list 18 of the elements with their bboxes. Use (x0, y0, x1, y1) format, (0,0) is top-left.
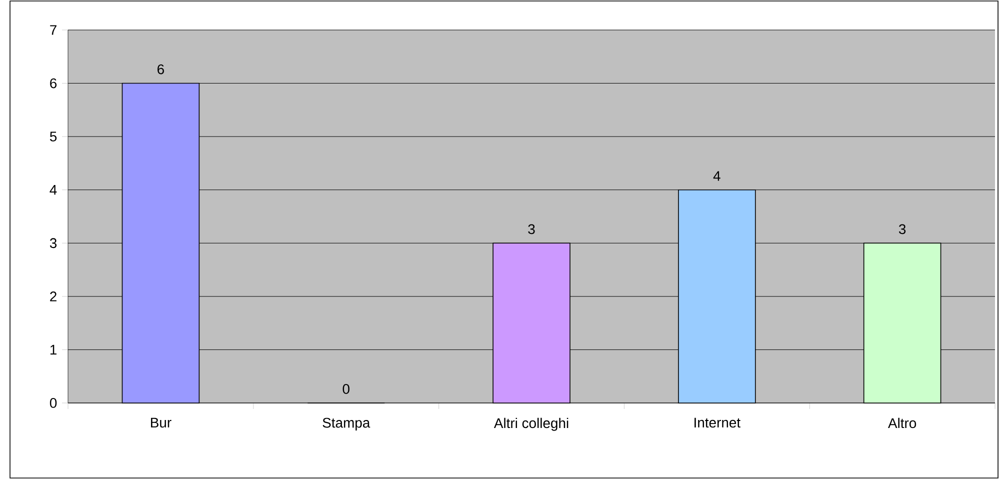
data-label: 3 (898, 224, 906, 234)
data-label: 6 (158, 64, 164, 74)
data-label: 3 (528, 224, 535, 234)
y-tick-label: 0 (50, 398, 57, 408)
x-tick-label: Altro (888, 418, 916, 428)
data-label: 4 (713, 171, 720, 181)
y-tick-label: 7 (50, 25, 56, 35)
data-label: 0 (342, 384, 350, 394)
y-tick-label: 2 (50, 292, 56, 302)
x-tick-label: Bur (151, 418, 172, 428)
y-tick-label: 3 (50, 238, 57, 248)
x-tick-label: Internet (694, 418, 740, 428)
y-tick-label: 4 (50, 185, 57, 195)
y-tick-label: 6 (50, 78, 57, 88)
x-tick-label: Altri colleghi (494, 418, 568, 431)
x-tick-label: Stampa (322, 418, 370, 430)
y-tick-label: 1 (50, 344, 56, 354)
y-tick-label: 5 (50, 132, 57, 142)
